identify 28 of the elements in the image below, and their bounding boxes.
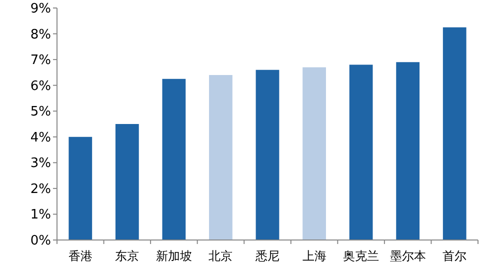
x-tick-label: 首尔 — [442, 249, 467, 263]
y-tick-label: 6% — [30, 78, 51, 94]
bar — [115, 124, 139, 240]
bar — [162, 78, 186, 240]
bar — [302, 67, 326, 240]
y-tick-label: 4% — [30, 130, 51, 146]
y-tick-label: 9% — [30, 2, 51, 16]
y-tick-label: 1% — [30, 208, 51, 223]
bar — [256, 70, 280, 240]
x-tick-label: 墨尔本 — [390, 249, 426, 263]
bar — [349, 64, 373, 240]
y-tick-label: 8% — [30, 27, 51, 42]
x-tick-label: 悉尼 — [254, 249, 280, 263]
y-tick-label: 2% — [30, 182, 51, 197]
x-tick-label: 东京 — [115, 249, 140, 263]
bar — [209, 75, 232, 240]
y-tick-label: 7% — [30, 53, 51, 68]
x-tick-label: 北京 — [208, 249, 233, 263]
bar — [396, 62, 420, 240]
bar — [442, 27, 466, 240]
x-tick-label: 新加坡 — [156, 249, 192, 263]
y-tick-label: 5% — [30, 104, 51, 120]
x-tick-label: 上海 — [302, 249, 326, 263]
y-tick-label: 0% — [30, 234, 51, 248]
y-tick-label: 3% — [30, 156, 51, 172]
x-tick-label: 香港 — [68, 249, 92, 263]
x-tick-label: 奥克兰 — [343, 249, 380, 263]
bar — [68, 136, 92, 240]
